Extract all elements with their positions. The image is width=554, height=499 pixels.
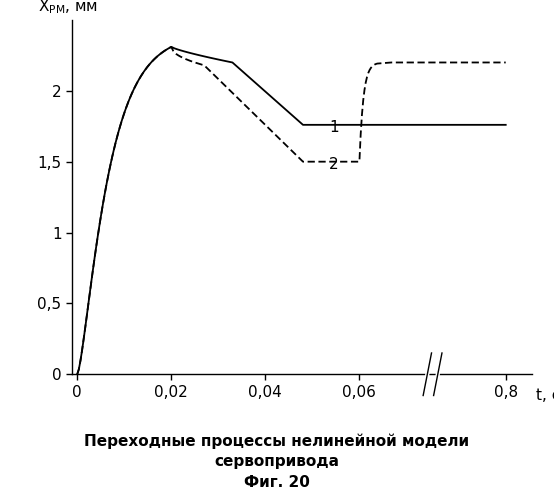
- Text: сервопривода: сервопривода: [214, 454, 340, 469]
- Text: 2: 2: [329, 157, 338, 172]
- Text: X$_{\mathregular{РМ}}$, мм: X$_{\mathregular{РМ}}$, мм: [38, 0, 98, 16]
- Text: 1: 1: [329, 120, 338, 135]
- Text: t, c: t, c: [536, 388, 554, 403]
- Text: Переходные процессы нелинейной модели: Переходные процессы нелинейной модели: [84, 434, 470, 450]
- Text: Фиг. 20: Фиг. 20: [244, 475, 310, 490]
